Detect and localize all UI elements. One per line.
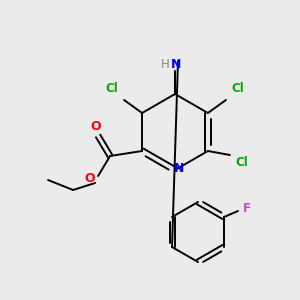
Text: N: N bbox=[171, 58, 181, 70]
Text: Cl: Cl bbox=[106, 82, 118, 95]
Text: O: O bbox=[85, 172, 95, 185]
Text: F: F bbox=[243, 202, 251, 214]
Text: Cl: Cl bbox=[232, 82, 244, 95]
Text: Cl: Cl bbox=[236, 157, 248, 169]
Text: O: O bbox=[91, 121, 101, 134]
Text: H: H bbox=[160, 58, 169, 70]
Text: N: N bbox=[174, 161, 184, 175]
